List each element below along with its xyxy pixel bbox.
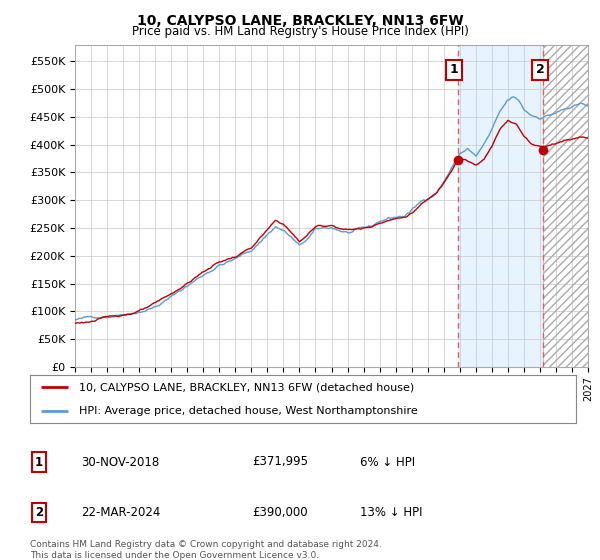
Text: 2: 2 [536,63,545,76]
Text: 2: 2 [35,506,43,519]
Text: 13% ↓ HPI: 13% ↓ HPI [360,506,422,519]
Bar [544,45,588,367]
Bar [544,45,588,367]
Text: 1: 1 [449,63,458,76]
Text: £390,000: £390,000 [252,506,308,519]
Text: Contains HM Land Registry data © Crown copyright and database right 2024.
This d: Contains HM Land Registry data © Crown c… [30,540,382,560]
Bar [458,45,544,367]
Text: £371,995: £371,995 [252,455,308,469]
Text: HPI: Average price, detached house, West Northamptonshire: HPI: Average price, detached house, West… [79,406,418,416]
Text: 1: 1 [35,455,43,469]
Text: 22-MAR-2024: 22-MAR-2024 [81,506,160,519]
Text: 6% ↓ HPI: 6% ↓ HPI [360,455,415,469]
Text: Price paid vs. HM Land Registry's House Price Index (HPI): Price paid vs. HM Land Registry's House … [131,25,469,38]
Text: 10, CALYPSO LANE, BRACKLEY, NN13 6FW (detached house): 10, CALYPSO LANE, BRACKLEY, NN13 6FW (de… [79,382,415,392]
Text: 10, CALYPSO LANE, BRACKLEY, NN13 6FW: 10, CALYPSO LANE, BRACKLEY, NN13 6FW [137,14,463,28]
Text: 30-NOV-2018: 30-NOV-2018 [81,455,159,469]
